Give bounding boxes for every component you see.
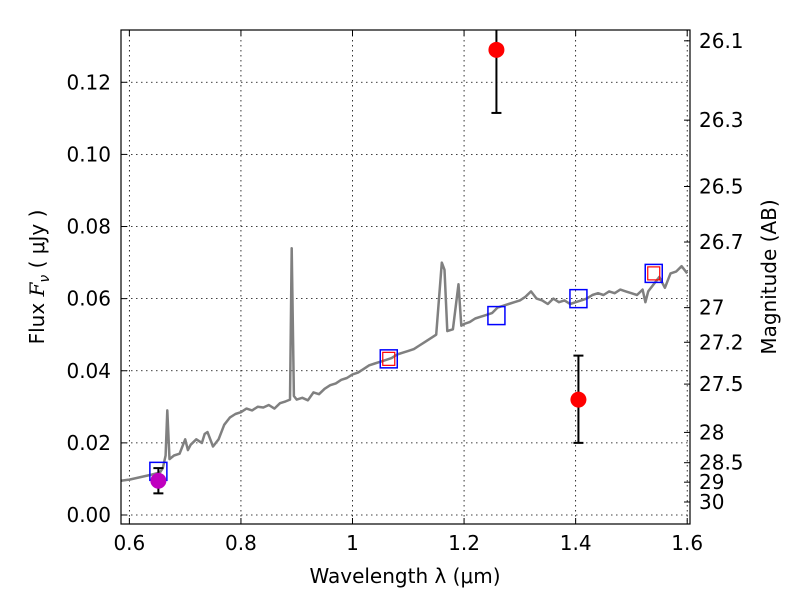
x-tick-label: 1 — [346, 531, 359, 555]
spectrum-line — [120, 246, 689, 482]
y2-tick-label: 28.5 — [699, 451, 744, 475]
measurement-point — [488, 41, 505, 58]
y-tick-label: 0.02 — [66, 431, 111, 455]
y2-tick-label: 30 — [699, 490, 724, 514]
x-tick-label: 1.6 — [671, 531, 703, 555]
y2-tick-label: 26.7 — [699, 230, 744, 254]
y2-tick-label: 29 — [699, 470, 724, 494]
y-tick-label: 0.06 — [66, 287, 111, 311]
y-axis: 0.00 0.02 0.04 0.06 0.08 0.10 0.12 — [66, 70, 127, 527]
measurement-points — [150, 30, 587, 495]
y-tick-label: 0.10 — [66, 142, 111, 166]
x-tick-label: 0.6 — [113, 531, 145, 555]
y2-axis-label: Magnitude (AB) — [757, 199, 781, 354]
y-axis-label-subscript: ν — [37, 275, 53, 283]
model-points — [149, 263, 663, 482]
y-axis-label-symbol: F — [25, 281, 49, 297]
y-axis-label-prefix: Flux — [25, 296, 49, 344]
y2-tick-label: 27.5 — [699, 372, 744, 396]
measurement-point — [150, 472, 167, 489]
y-axis-label: Flux Fν ( μJy ) — [25, 210, 53, 345]
model-box — [487, 305, 506, 326]
model-inner-box — [382, 351, 396, 366]
x-tick-label: 1.2 — [448, 531, 480, 555]
y2-tick-label: 28 — [699, 420, 724, 444]
y-tick-label: 0.00 — [66, 503, 111, 527]
model-box — [569, 288, 588, 309]
y-tick-label: 0.04 — [66, 359, 111, 383]
x-axis: 0.6 0.8 1 1.2 1.4 1.6 — [113, 30, 703, 555]
y2-tick-label: 26.5 — [699, 174, 744, 198]
y2-tick-label: 27 — [699, 296, 724, 320]
model-box — [379, 349, 399, 369]
y-tick-label: 0.08 — [66, 215, 111, 239]
model-inner-box — [647, 266, 661, 281]
model-box — [644, 263, 663, 284]
plot-frame — [120, 29, 691, 525]
grid-lines — [121, 30, 690, 524]
y-tick-label: 0.12 — [66, 70, 111, 94]
x-axis-label: Wavelength λ (μm) — [309, 564, 500, 588]
y2-tick-label: 26.1 — [699, 29, 744, 53]
y2-tick-label: 26.3 — [699, 108, 744, 132]
measurement-point — [570, 391, 587, 408]
x-tick-label: 0.8 — [225, 531, 257, 555]
y2-tick-label: 27.2 — [699, 330, 744, 354]
x-tick-label: 1.4 — [560, 531, 592, 555]
y-axis-label-suffix: ( μJy ) — [25, 210, 49, 275]
